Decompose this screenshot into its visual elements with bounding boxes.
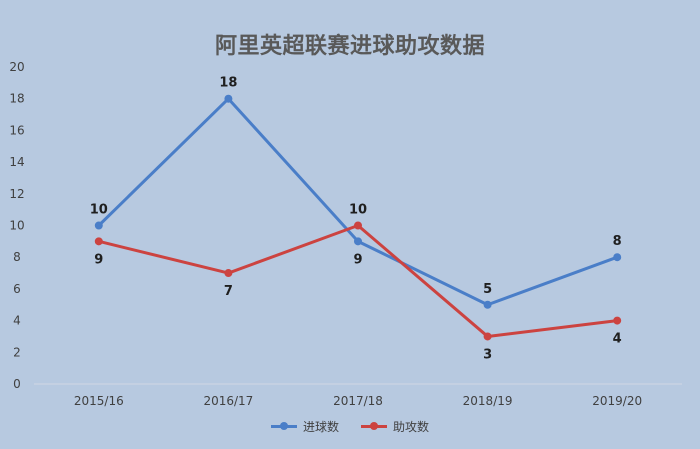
x-tick-label: 2018/19 <box>463 394 513 408</box>
data-point-assists <box>224 269 233 278</box>
data-label-assists: 10 <box>349 203 367 218</box>
data-point-goals <box>613 253 622 262</box>
y-tick-label: 2 <box>13 345 21 359</box>
legend-label-assists: 助攻数 <box>393 420 430 434</box>
data-label-goals: 8 <box>613 234 622 249</box>
data-point-assists <box>94 237 103 246</box>
x-tick-label: 2019/20 <box>592 394 642 408</box>
y-tick-label: 14 <box>9 155 24 169</box>
data-label-assists: 7 <box>224 284 233 299</box>
data-point-goals <box>224 94 233 103</box>
data-point-goals <box>94 221 103 230</box>
data-point-assists <box>613 316 622 325</box>
y-tick-label: 8 <box>13 250 21 264</box>
x-tick-label: 2015/16 <box>74 394 124 408</box>
data-label-goals: 5 <box>483 282 492 297</box>
legend-label-goals: 进球数 <box>302 420 339 434</box>
legend-swatch-goals <box>270 422 297 430</box>
y-tick-label: 16 <box>9 123 24 137</box>
y-tick-label: 18 <box>9 92 24 106</box>
data-label-goals: 18 <box>219 76 237 91</box>
data-label-assists: 9 <box>94 252 103 267</box>
legend-item-goals[interactable]: 进球数 <box>270 418 339 435</box>
x-tick-label: 2016/17 <box>203 394 253 408</box>
y-tick-label: 20 <box>9 60 24 74</box>
y-tick-label: 10 <box>9 219 24 233</box>
data-point-assists <box>354 221 362 230</box>
data-point-assists <box>483 332 492 341</box>
legend-swatch-assists <box>361 422 387 430</box>
x-tick-label: 2017/18 <box>333 394 383 408</box>
y-tick-label: 0 <box>13 377 21 391</box>
chart-title: 阿里英超联赛进球助攻数据 <box>214 34 485 59</box>
y-tick-label: 6 <box>13 282 21 296</box>
y-tick-label: 12 <box>9 187 24 201</box>
data-point-goals <box>354 237 362 246</box>
data-label-assists: 4 <box>613 332 622 347</box>
data-label-goals: 9 <box>353 252 362 267</box>
data-point-goals <box>483 300 492 309</box>
data-label-goals: 10 <box>90 203 108 218</box>
y-tick-label: 4 <box>13 314 21 328</box>
legend-item-assists[interactable]: 助攻数 <box>361 418 429 435</box>
data-label-assists: 3 <box>483 347 492 362</box>
legend: 进球数 助攻数 <box>0 418 700 435</box>
